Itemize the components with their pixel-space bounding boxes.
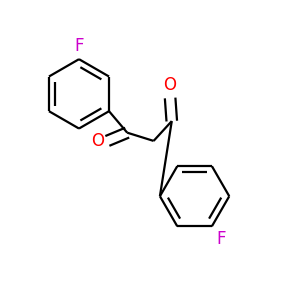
Text: F: F [74, 37, 84, 55]
Text: F: F [216, 230, 225, 248]
Text: O: O [164, 76, 177, 94]
Text: O: O [91, 132, 104, 150]
